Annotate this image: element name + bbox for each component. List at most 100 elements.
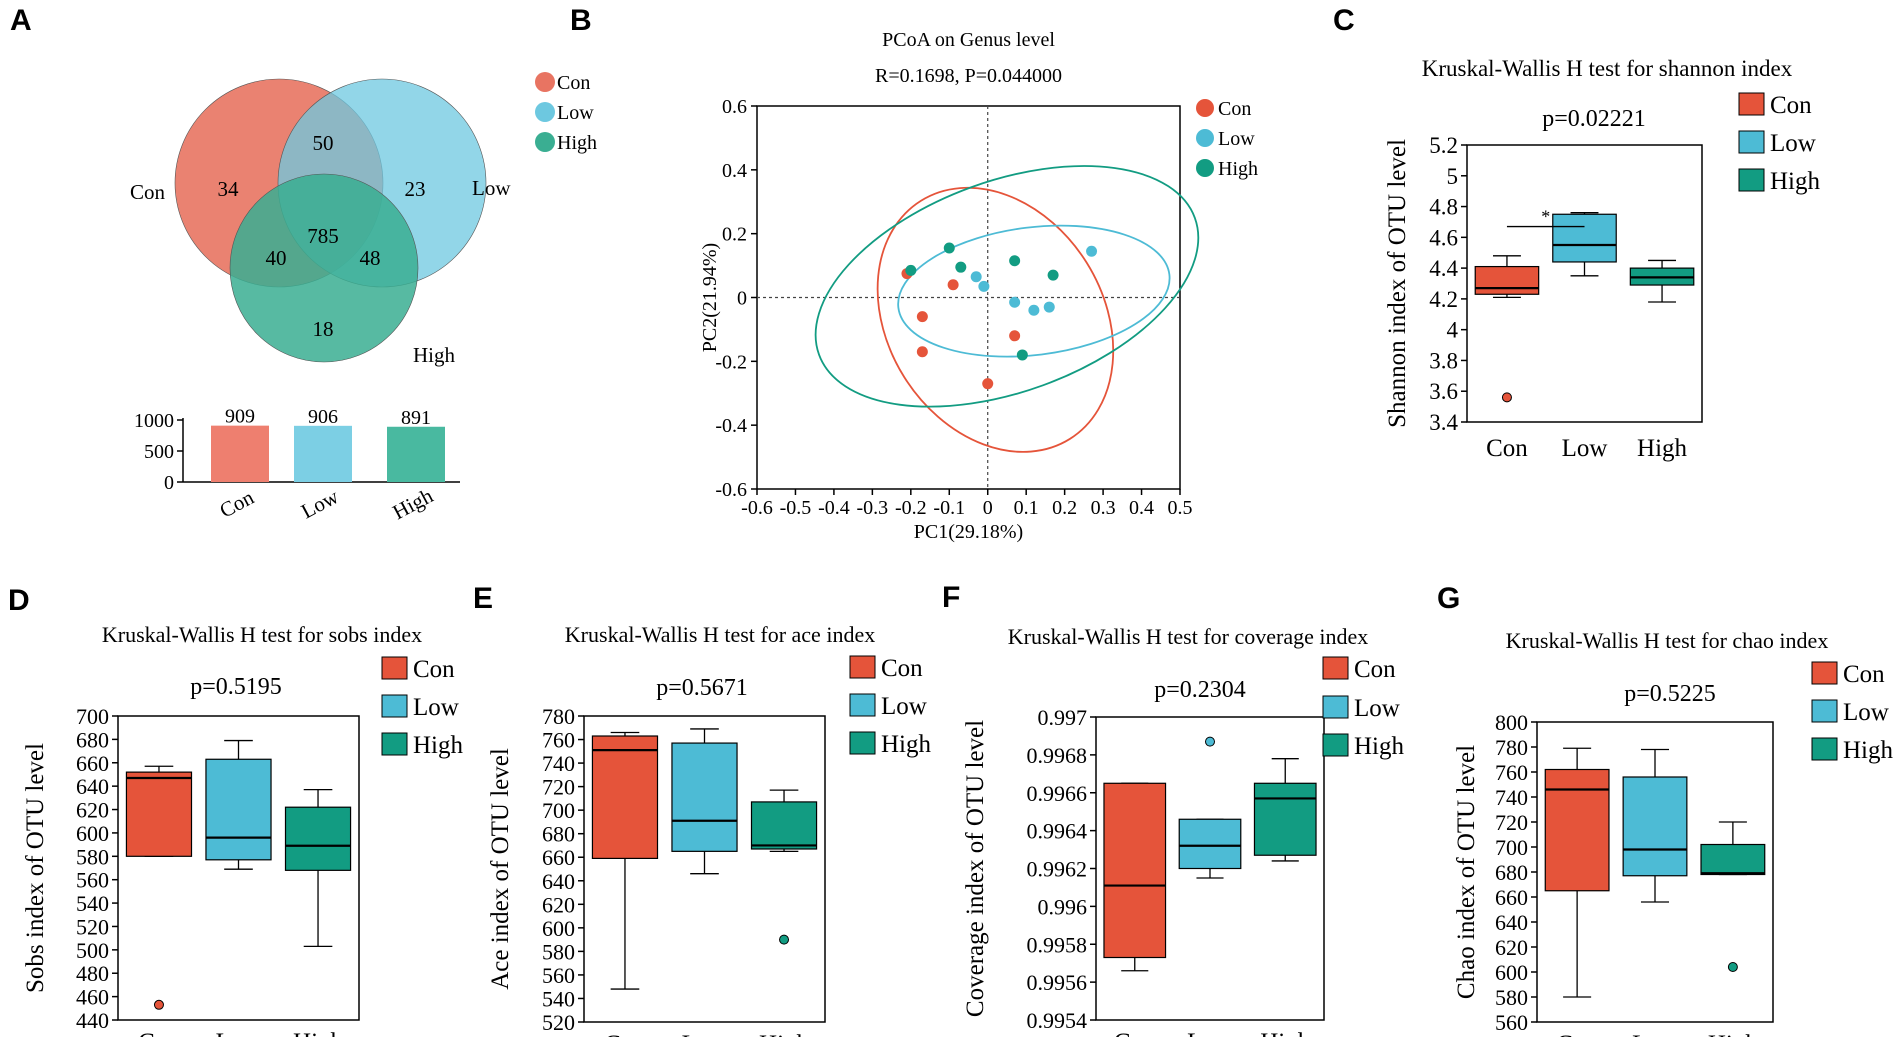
box-title-g: Kruskal-Wallis H test for chao index [1506, 628, 1829, 653]
box-legend-swatch-e-low [849, 693, 876, 717]
venn-circle-high [229, 173, 419, 363]
box-x-tick-label-d-con: Con [138, 1029, 180, 1037]
box-legend-label-g-high: High [1843, 737, 1894, 764]
box-y-tick-label-d: 660 [76, 751, 109, 776]
box-pvalue-f: p=0.2304 [1154, 677, 1246, 703]
box-legend-swatch-d-low [381, 694, 408, 718]
box-legend-swatch-g-con [1811, 661, 1838, 685]
box-y-tick-label-g: 660 [1495, 885, 1528, 910]
box-legend-label-f-low: Low [1354, 695, 1400, 722]
pcoa-x-tick-label: 0.2 [1052, 497, 1077, 519]
pcoa-legend-marker-high [1196, 159, 1214, 177]
box-pvalue-g: p=0.5225 [1624, 681, 1716, 707]
pcoa-point-con [1009, 330, 1021, 342]
panel-g: Kruskal-Wallis H test for chao index p=0.… [1453, 628, 1894, 1037]
box-y-tick-label-f: 0.996 [1038, 894, 1088, 919]
box-legend-label-d-con: Con [413, 656, 455, 683]
box-y-tick-label-e: 520 [542, 1010, 575, 1035]
box-y-tick-label-d: 580 [76, 844, 109, 869]
box-title-c: Kruskal-Wallis H test for shannon index [1422, 56, 1793, 81]
box-iqr-con [1474, 265, 1540, 295]
box-y-tick-label-d: 640 [76, 774, 109, 799]
pcoa-x-tick-label: 0 [983, 497, 993, 519]
panel-label-e: E [473, 582, 493, 615]
box-y-tick-label-c: 3.8 [1429, 348, 1458, 373]
box-outlier-high [1727, 962, 1738, 972]
pcoa-y-tick-label: 0 [737, 288, 747, 310]
pcoa-x-tick-label: 0.1 [1014, 497, 1039, 519]
box-outlier-con [1501, 392, 1512, 403]
pcoa-point-low [1009, 296, 1021, 308]
box-x-tick-label-e-con: Con [604, 1031, 646, 1037]
box-legend-swatch-f-low [1322, 695, 1349, 719]
legend-marker-high [535, 132, 555, 152]
box-outlier-low [1205, 736, 1215, 747]
panel-label-a: A [10, 4, 32, 37]
box-y-tick-label-c: 4.6 [1429, 225, 1458, 250]
box-legend-label-c-con: Con [1770, 92, 1812, 119]
box-legend-label-d-high: High [413, 732, 464, 759]
legend-marker-low [535, 102, 555, 122]
box-y-tick-label-d: 500 [76, 938, 109, 963]
box-iqr-con [1103, 782, 1167, 959]
box-legend-swatch-f-con [1322, 656, 1349, 680]
box-y-tick-label-g: 740 [1495, 785, 1528, 810]
box-legend-label-e-con: Con [881, 655, 923, 682]
box-y-tick-label-f: 0.9968 [1027, 743, 1088, 768]
box-x-tick-label-d-high: High [293, 1029, 344, 1037]
box-y-tick-label-e: 740 [542, 751, 575, 776]
box-y-tick-label-g: 560 [1495, 1010, 1528, 1035]
box-x-tick-label-f-low: Low [1187, 1029, 1233, 1037]
panel-c: Kruskal-Wallis H test for shannon index p… [1384, 56, 1821, 462]
box-y-tick-label-g: 600 [1495, 960, 1528, 985]
bar-y-tick-label: 1000 [134, 410, 174, 432]
pcoa-point-high [1047, 269, 1059, 281]
box-y-tick-label-f: 0.9964 [1027, 819, 1088, 844]
pcoa-x-tick-label: -0.6 [741, 497, 773, 519]
box-y-tick-label-e: 660 [542, 845, 575, 870]
pcoa-y-tick-label: 0.4 [722, 160, 747, 182]
pcoa-ellipse-low [897, 224, 1171, 358]
box-y-tick-label-g: 760 [1495, 760, 1528, 785]
box-y-tick-label-e: 560 [542, 963, 575, 988]
pcoa-x-tick-label: -0.2 [895, 497, 927, 519]
box-y-axis-label-f: Coverage index of OTU level [962, 720, 989, 1017]
significance-star: * [1541, 207, 1550, 227]
box-y-tick-label-d: 680 [76, 727, 109, 752]
box-outlier-high [779, 934, 790, 945]
pcoa-x-tick-label: 0.3 [1091, 497, 1116, 519]
pcoa-x-tick-label: -0.5 [780, 497, 812, 519]
box-title-e: Kruskal-Wallis H test for ace index [565, 622, 875, 647]
box-y-tick-label-g: 580 [1495, 985, 1528, 1010]
box-iqr-high [1700, 843, 1766, 876]
box-y-tick-label-c: 5.2 [1429, 133, 1458, 158]
box-y-tick-label-d: 540 [76, 891, 109, 916]
pcoa-point-high [955, 261, 967, 273]
box-legend-label-f-high: High [1354, 733, 1405, 760]
bar-y-tick-label: 500 [144, 441, 174, 463]
box-legend-swatch-d-high [381, 732, 408, 756]
box-x-tick-label-g-high: High [1708, 1031, 1759, 1037]
box-legend-swatch-e-high [849, 731, 876, 755]
box-y-tick-label-e: 680 [542, 822, 575, 847]
pcoa-y-tick-label: -0.4 [715, 415, 747, 437]
box-y-tick-label-d: 480 [76, 961, 109, 986]
pcoa-ellipse-high [814, 165, 1200, 408]
box-legend-swatch-e-con [849, 655, 876, 679]
pcoa-point-low [1086, 245, 1098, 257]
venn-count-con-only: 34 [218, 177, 240, 201]
box-y-tick-label-e: 600 [542, 916, 575, 941]
pcoa-point-low [970, 271, 982, 283]
pcoa-y-tick-label: -0.2 [715, 351, 747, 373]
box-x-tick-label-f-con: Con [1114, 1029, 1156, 1037]
box-legend-swatch-d-con [381, 656, 408, 680]
box-y-tick-label-d: 620 [76, 798, 109, 823]
box-y-tick-label-f: 0.9966 [1027, 781, 1088, 806]
box-x-tick-label-g-con: Con [1556, 1031, 1598, 1037]
box-y-tick-label-g: 700 [1495, 835, 1528, 860]
box-y-tick-label-f: 0.9954 [1027, 1008, 1088, 1033]
box-y-tick-label-d: 440 [76, 1008, 109, 1033]
box-title-f: Kruskal-Wallis H test for coverage index [1008, 624, 1369, 649]
pcoa-legend-marker-con [1196, 99, 1214, 117]
box-y-tick-label-c: 5 [1447, 164, 1459, 189]
